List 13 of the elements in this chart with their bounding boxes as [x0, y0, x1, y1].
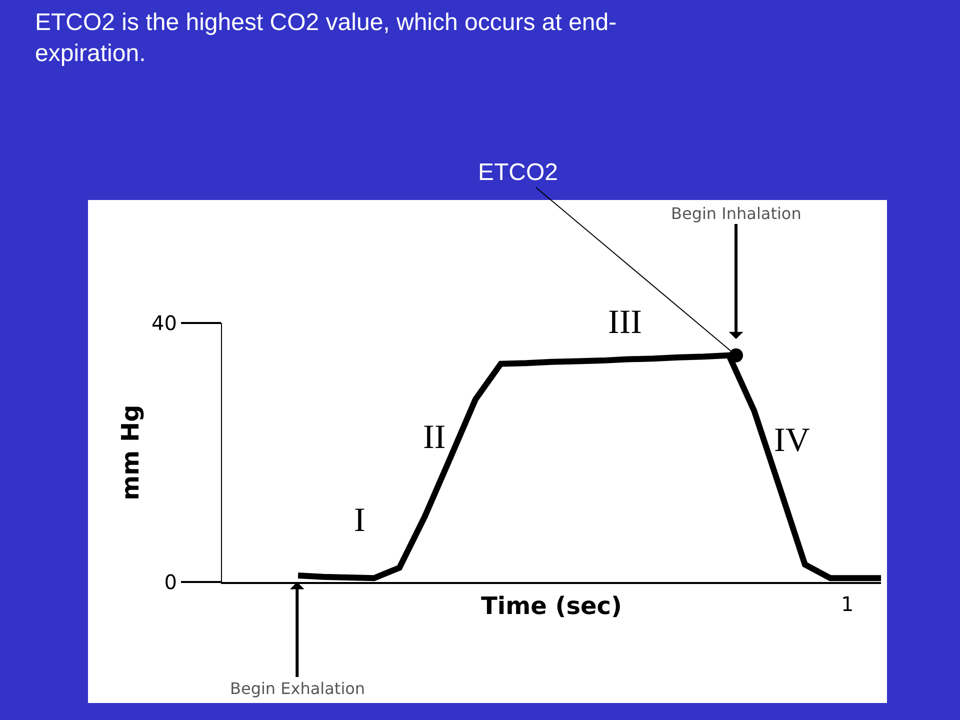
annotation: IV [774, 422, 810, 459]
y-axis-title: mm Hg [116, 404, 145, 500]
text: 1 [841, 592, 854, 616]
annotation: II [423, 419, 446, 456]
y-tick-label: 40 [152, 311, 177, 335]
text: ETCO2 [478, 159, 558, 186]
y-tick-label: 0 [164, 570, 177, 594]
annotation: III [608, 304, 642, 341]
text: Begin Inhalation [671, 204, 802, 223]
text: Begin Exhalation [230, 679, 366, 698]
chart-title: ETCO2 is the highest CO2 value, which occurs at end- expiration. [35, 9, 617, 68]
annotation: I [354, 502, 366, 539]
x-axis-title: Time (sec) [481, 592, 622, 620]
